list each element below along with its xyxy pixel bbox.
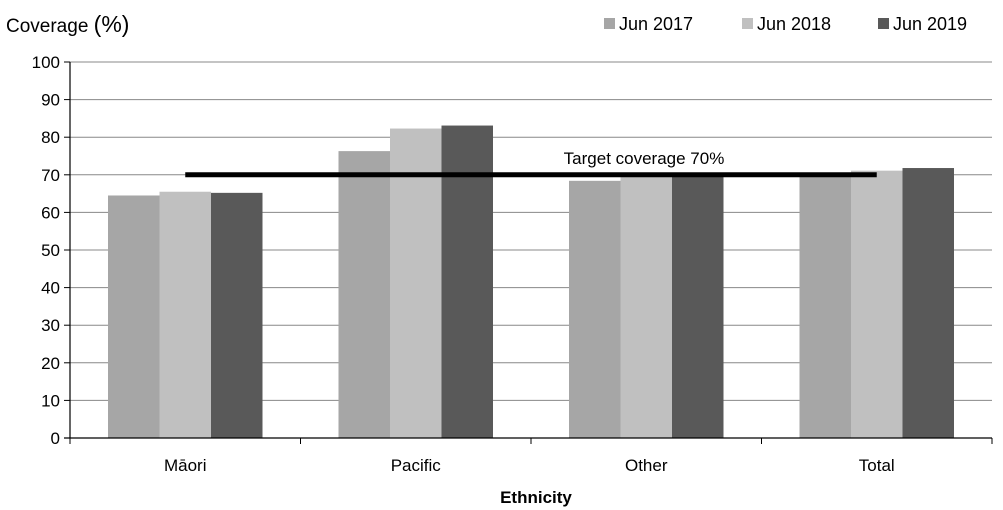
bar-jun-2017-3 (799, 174, 851, 439)
legend: Jun 2017 Jun 2018 Jun 2019 (604, 14, 967, 34)
category-label: Māori (164, 456, 207, 475)
y-axis-unit: (%) (94, 11, 130, 37)
bar-jun-2017-1 (338, 151, 390, 438)
category-label: Pacific (391, 456, 442, 475)
y-tick-label: 70 (41, 166, 60, 185)
y-axis-label: Coverage (%) (6, 11, 129, 37)
bar-jun-2018-1 (390, 128, 442, 438)
y-tick-label: 80 (41, 128, 60, 147)
category-label: Total (859, 456, 895, 475)
y-tick-label: 40 (41, 279, 60, 298)
bar-jun-2018-3 (851, 170, 903, 438)
y-tick-label: 0 (51, 429, 60, 448)
target-line-group: Target coverage 70% (185, 149, 877, 178)
legend-swatch-jun-2019 (878, 18, 889, 29)
legend-swatch-jun-2017 (604, 18, 615, 29)
y-tick-label: 50 (41, 241, 60, 260)
y-tick-label: 30 (41, 316, 60, 335)
x-axis-label: Ethnicity (500, 488, 572, 507)
y-tick-label: 90 (41, 91, 60, 110)
y-tick-label: 20 (41, 354, 60, 373)
bar-jun-2019-1 (441, 125, 493, 438)
category-label: Other (625, 456, 668, 475)
y-tick-label: 100 (32, 53, 60, 72)
target-annotation: Target coverage 70% (564, 149, 725, 168)
y-tick-label: 10 (41, 391, 60, 410)
axes (64, 62, 993, 444)
bar-jun-2018-2 (620, 174, 672, 439)
legend-swatch-jun-2018 (742, 18, 753, 29)
y-tick-label: 60 (41, 203, 60, 222)
y-tick-labels: 0 10 20 30 40 50 60 70 80 90 100 (32, 53, 60, 448)
category-labels: Māori Pacific Other Total (164, 456, 895, 475)
bar-jun-2019-0 (211, 192, 263, 438)
bar-jun-2017-2 (569, 180, 621, 439)
bar-jun-2019-2 (672, 174, 724, 439)
bars (108, 125, 954, 439)
legend-label: Jun 2018 (757, 14, 831, 34)
legend-label: Jun 2019 (893, 14, 967, 34)
legend-label: Jun 2017 (619, 14, 693, 34)
bar-jun-2019-3 (902, 168, 954, 439)
bar-jun-2017-0 (108, 195, 160, 438)
bar-jun-2018-0 (159, 191, 211, 438)
